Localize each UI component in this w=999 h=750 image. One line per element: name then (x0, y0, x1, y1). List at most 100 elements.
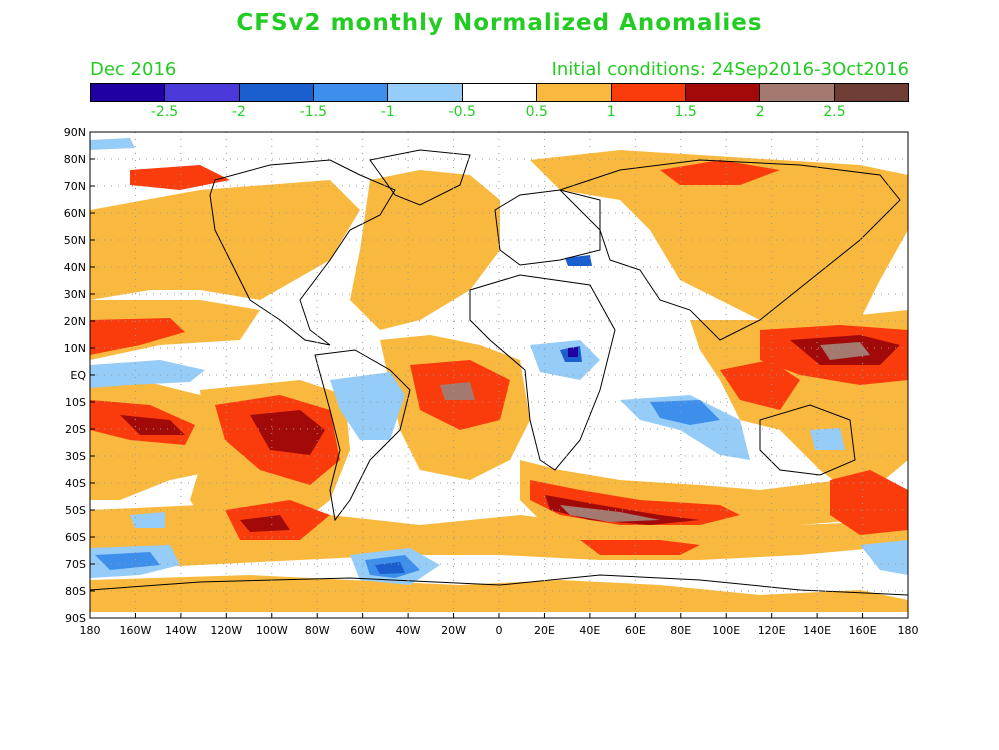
colorbar-label: -2 (231, 104, 246, 120)
anomaly-negative-region (568, 347, 578, 357)
latitude-tick-label: 40S (65, 477, 86, 490)
colorbar-label: 1.5 (674, 104, 697, 120)
latitude-tick-label: 60S (65, 531, 86, 544)
colorbar-segment (760, 84, 835, 101)
longitude-tick-label: 160W (120, 624, 152, 637)
latitude-tick-label: 20N (64, 315, 86, 328)
latitude-tick-label: 90S (65, 612, 86, 625)
colorbar-segment (462, 84, 538, 101)
colorbar-segment (537, 84, 612, 101)
anomaly-negative-region (565, 255, 592, 266)
latitude-tick-label: 30N (64, 288, 86, 301)
longitude-tick-label: 180 (80, 624, 101, 637)
colorbar-segment (239, 84, 315, 101)
africa-outline (469, 274, 616, 471)
anomaly-strong-positive-region (90, 318, 185, 355)
longitude-tick-label: 80W (305, 624, 330, 637)
longitude-tick-label: 120W (210, 624, 242, 637)
longitude-tick-label: 180 (898, 624, 919, 637)
anomaly-strong-positive-region (130, 165, 230, 190)
coastlines (90, 149, 908, 596)
latitude-tick-label: 90N (64, 126, 86, 139)
longitude-tick-label: 140E (803, 624, 831, 637)
colorbar-label: -1 (380, 104, 395, 120)
anomaly-negative-region (95, 552, 160, 570)
latitude-tick-label: 50N (64, 234, 86, 247)
anomaly-negative-region (375, 562, 405, 574)
longitude-tick-label: 60E (625, 624, 646, 637)
anomaly-shading (90, 138, 908, 612)
colorbar-label: -0.5 (448, 104, 476, 120)
longitude-tick-label: 120E (758, 624, 786, 637)
anomaly-positive-region (530, 150, 908, 330)
colorbar-label: 2.5 (823, 104, 846, 120)
chart-title: CFSv2 monthly Normalized Anomalies (236, 10, 763, 36)
colorbar-label: -2.5 (150, 104, 179, 120)
anomaly-very-strong-positive-region (120, 415, 185, 435)
latitude-tick-label: 30S (65, 450, 86, 463)
europe-outline (494, 189, 601, 266)
latitude-tick-label: 50S (65, 504, 86, 517)
colorbar-label: 1 (606, 104, 616, 120)
colorbar-segment (91, 84, 166, 101)
longitude-tick-label: 100W (256, 624, 288, 637)
latitude-tick-label: 10N (64, 342, 86, 355)
anomaly-positive-region (350, 170, 500, 330)
anomaly-negative-region (330, 372, 405, 440)
australia-outline (759, 404, 856, 476)
anomaly-strong-positive-region (830, 470, 908, 535)
colorbar-segment (165, 84, 240, 101)
longitude-tick-label: 140W (165, 624, 197, 637)
anomaly-negative-region (130, 512, 165, 528)
longitude-tick-label: 40W (396, 624, 421, 637)
north-america-outline (209, 159, 396, 346)
longitude-tick-label: 60W (350, 624, 375, 637)
latitude-tick-label: 80N (64, 153, 86, 166)
latitude-tick-label: 60N (64, 207, 86, 220)
anomaly-negative-region (620, 395, 750, 460)
longitude-tick-label: 160E (849, 624, 877, 637)
latitude-tick-label: 10S (65, 396, 86, 409)
anomaly-strong-positive-region (720, 360, 800, 410)
anomaly-positive-region (90, 180, 360, 300)
antarctica-outline (90, 574, 908, 596)
colorbar-segment (834, 84, 908, 101)
anomaly-negative-region (860, 540, 908, 575)
colorbar-segment (611, 84, 686, 101)
colorbar-segment (685, 84, 761, 101)
colorbar-label: 2 (755, 104, 765, 120)
colorbar-segment (388, 84, 463, 101)
latitude-tick-label: 70N (64, 180, 86, 193)
latitude-tick-label: 40N (64, 261, 86, 274)
anomaly-extreme-positive-region (440, 382, 475, 400)
south-america-outline (314, 349, 411, 522)
longitude-tick-label: 100E (712, 624, 740, 637)
latitude-tick-label: 80S (65, 585, 86, 598)
anomaly-extreme-positive-region (820, 342, 870, 360)
valid-month-label: Dec 2016 (90, 59, 177, 80)
longitude-tick-label: 0 (496, 624, 503, 637)
asia-outline (559, 159, 901, 341)
latitude-tick-label: 20S (65, 423, 86, 436)
latitude-tick-label: EQ (70, 369, 86, 382)
anomaly-very-strong-positive-region (250, 410, 325, 455)
anomaly-negative-region (90, 360, 205, 388)
anomaly-strong-positive-region (660, 160, 780, 185)
colorbar-segment (314, 84, 389, 101)
initial-conditions-label: Initial conditions: 24Sep2016-3Oct2016 (551, 59, 909, 80)
anomaly-negative-region (650, 400, 720, 425)
longitude-tick-label: 40E (579, 624, 600, 637)
latitude-tick-label: 70S (65, 558, 86, 571)
anomaly-negative-region (90, 138, 135, 150)
longitude-tick-label: 20E (534, 624, 555, 637)
anomaly-positive-region (90, 575, 908, 612)
colorbar (90, 83, 909, 102)
colorbar-label: 0.5 (525, 104, 548, 120)
longitude-tick-label: 20W (441, 624, 466, 637)
colorbar-label: -1.5 (299, 104, 328, 120)
anomaly-negative-region (810, 428, 845, 450)
axis-ticks: 90N 80N 70N 60N 50N 40N 30N 20N 10N EQ 10S 20S 30S 40… (64, 126, 919, 637)
longitude-tick-label: 80E (670, 624, 691, 637)
greenland-outline (369, 149, 471, 206)
